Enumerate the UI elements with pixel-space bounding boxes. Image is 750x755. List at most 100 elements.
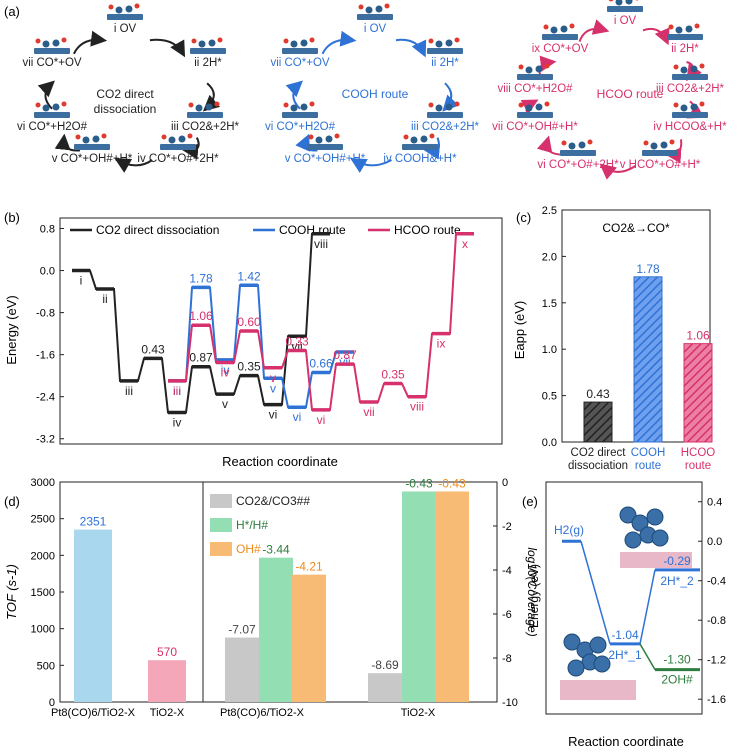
pt-atom-icon xyxy=(198,40,206,48)
y-label-b: Energy (eV) xyxy=(4,295,19,364)
o-atom-icon xyxy=(518,102,524,108)
cycle-arrow xyxy=(321,30,357,55)
o-atom-icon xyxy=(635,0,639,1)
o-atom-icon xyxy=(309,101,315,107)
state-label: vi CO*+O#+2H* xyxy=(537,159,619,171)
panel-e: (e) Energy (eV) Reaction coordinate 0.40… xyxy=(522,481,726,749)
o-atom-icon xyxy=(35,102,41,108)
pt-atom-icon xyxy=(445,39,453,47)
slab-icon xyxy=(187,112,223,118)
state-roman-label: vii xyxy=(363,405,374,419)
o-atom-icon xyxy=(544,101,550,107)
o-atom-icon xyxy=(101,133,107,139)
o-atom-icon xyxy=(544,63,550,69)
o-atom-icon xyxy=(699,63,705,69)
o-atom-icon xyxy=(561,140,567,146)
slab-icon xyxy=(160,144,196,150)
pt-atom-icon xyxy=(615,0,623,6)
cycle-title: HCOO route xyxy=(597,87,664,101)
pt-atom-icon xyxy=(445,103,453,111)
cycle-arrow xyxy=(149,38,186,58)
state-number: i xyxy=(614,15,620,27)
state-iv: iv HCOO&+H* xyxy=(653,101,727,133)
y-tick-label: 3000 xyxy=(31,477,55,489)
state-label: iii CO2&+2H* xyxy=(411,121,480,133)
levels-e: 0.4 0.0 -0.4 -0.8 -1.2 -1.6 H2(g) -1.04 2H*_1 -0.… xyxy=(554,497,726,706)
legend-text: H*/H# xyxy=(236,518,268,532)
barrier-label: 0.66 xyxy=(309,357,333,371)
pt-atom-icon xyxy=(315,136,323,144)
slab-icon xyxy=(34,112,70,118)
pt-atom-icon xyxy=(568,142,576,150)
slab-icon xyxy=(282,112,318,118)
state-ii: ii 2H* xyxy=(667,23,703,55)
pt-atom-icon xyxy=(42,104,50,112)
o-atom-icon xyxy=(283,38,289,44)
connector xyxy=(639,643,656,670)
o-atom-icon xyxy=(694,23,700,29)
bar-value-label: 1.06 xyxy=(686,329,710,343)
state-species: OV xyxy=(120,23,137,35)
category-label: TiO2-X xyxy=(150,707,185,719)
state-species: CO*+OV xyxy=(543,43,588,55)
pt-atom-icon xyxy=(578,141,586,149)
pt-atom-icon xyxy=(680,104,688,112)
connector xyxy=(580,541,611,645)
pt-atom-icon xyxy=(375,5,383,13)
slab-icon xyxy=(642,150,678,156)
state-number: v xyxy=(285,153,294,165)
state-species: CO2&+2H* xyxy=(422,121,480,133)
state-roman-label: v xyxy=(270,371,276,385)
state-roman-label: iii xyxy=(173,384,181,398)
state-roman-label: iii xyxy=(173,384,181,398)
o-atom-icon xyxy=(587,139,593,145)
pt-atom-icon xyxy=(52,39,60,47)
barrier-label: 0.60 xyxy=(237,315,261,329)
cycle-arrow xyxy=(37,80,55,110)
pt-atom-icon xyxy=(535,65,543,73)
coverage-value-label: -0.43 xyxy=(405,476,433,490)
y-tick-label: 500 xyxy=(37,660,55,672)
state-label: ix CO*+OV xyxy=(532,43,589,55)
state-species: OV xyxy=(370,23,387,35)
category-label: dissociation xyxy=(568,460,628,472)
surface-structure-icon xyxy=(560,633,636,700)
pt-atom-icon xyxy=(300,39,308,47)
state-number: iii xyxy=(171,121,182,133)
pt-atom-icon xyxy=(115,6,123,14)
state-vii: vii CO*+OV xyxy=(22,37,82,69)
state-ix: ix CO*+OV xyxy=(532,23,589,55)
pt-atom-icon xyxy=(651,529,669,547)
state-ii: ii 2H* xyxy=(427,37,463,69)
y-tick-label: 1.0 xyxy=(542,344,557,356)
panel-b-label: (b) xyxy=(4,210,20,225)
state-roman-label: iii xyxy=(125,384,133,398)
o-atom-icon xyxy=(334,133,340,139)
state-label: ii 2H* xyxy=(194,57,222,69)
y-tick-label: 1500 xyxy=(31,587,55,599)
state-roman-label: vi xyxy=(317,413,326,427)
state-species: CO*+OH#+H* xyxy=(506,121,578,133)
state-label: v HCO*+O#+H* xyxy=(620,159,701,171)
o-atom-icon xyxy=(673,64,679,70)
state-label: i OV xyxy=(114,23,137,35)
o-atom-icon xyxy=(608,0,614,2)
title-c: CO2&→CO* xyxy=(602,221,670,235)
coverage-bar xyxy=(259,557,293,702)
pt-atom-icon xyxy=(178,135,186,143)
coverage-bar xyxy=(402,491,436,702)
legend-swatch xyxy=(210,518,232,532)
state-number: v xyxy=(620,159,629,171)
pt-atom-icon xyxy=(560,25,568,33)
state-roman-label: i xyxy=(80,274,83,288)
pt-atom-icon xyxy=(680,66,688,74)
cycle-arrow xyxy=(295,133,318,152)
bars-d: 0 500 1000 1500 2000 2500 3000 2351 Pt8(CO)6/TiO… xyxy=(31,476,518,719)
state-label: iv HCOO&+H* xyxy=(653,121,727,133)
state-label: vi CO*+H2O# xyxy=(265,121,336,133)
y-axis-b: 0.8 0.0 -0.8 -1.6 -2.4 -3.2 xyxy=(36,224,64,446)
y-tick-label: -1.6 xyxy=(36,350,55,362)
